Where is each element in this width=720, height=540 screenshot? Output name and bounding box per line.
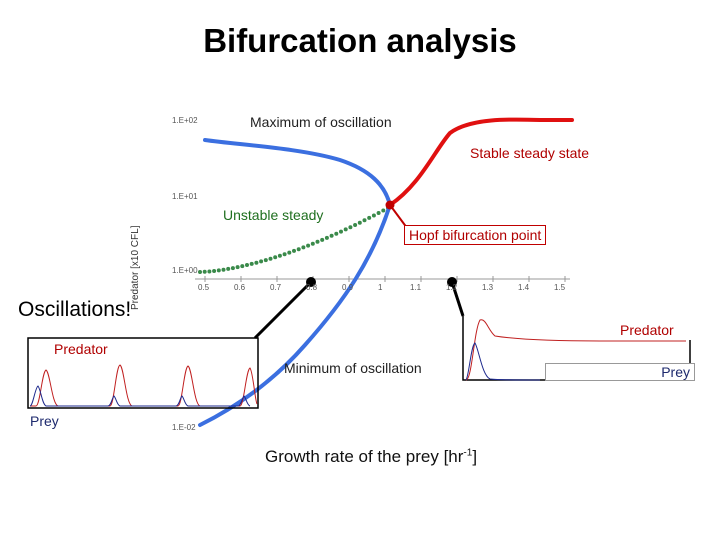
- x-tick-label: 1.3: [482, 283, 494, 292]
- unstable-dot: [221, 267, 226, 272]
- right-predator-label: Predator: [620, 322, 674, 338]
- x-tick-label: 0.6: [234, 283, 246, 292]
- left-prey-trace: [29, 385, 251, 407]
- unstable-dot: [216, 268, 221, 273]
- unstable-dot: [362, 218, 367, 223]
- unstable-dot: [212, 269, 217, 273]
- unstable-dot: [306, 243, 311, 248]
- right-connector: [450, 281, 465, 317]
- x-tick-label: 0.8: [306, 283, 318, 292]
- unstable-steady-label: Unstable steady: [223, 207, 324, 223]
- x-tick-label: 1.2: [446, 283, 458, 292]
- right-prey-trace: [465, 342, 541, 381]
- max-oscillation-label: Maximum of oscillation: [250, 114, 392, 130]
- x-axis-label-end: ]: [472, 447, 478, 466]
- stable-steady-label: Stable steady state: [470, 145, 590, 161]
- x-tick-label: 0.5: [198, 283, 210, 292]
- unstable-dot: [376, 211, 381, 215]
- left-connector: [253, 280, 313, 340]
- unstable-dot: [301, 245, 306, 250]
- unstable-dot: [202, 269, 207, 274]
- unstable-dot: [249, 261, 254, 266]
- y-tick-label: 1.E-02: [172, 423, 196, 432]
- x-axis-label-text: Growth rate of the prey [hr: [265, 447, 464, 466]
- min-oscillation-curve: [198, 203, 392, 427]
- x-axis-label: Growth rate of the prey [hr-1]: [265, 447, 477, 467]
- unstable-dot: [245, 263, 249, 267]
- unstable-dot: [263, 258, 268, 263]
- x-tick-label: 1: [378, 283, 383, 292]
- x-axis-label-sup: -1: [463, 447, 473, 459]
- right-predator-trace: [465, 319, 686, 381]
- unstable-dot: [343, 227, 348, 232]
- unstable-dot: [371, 213, 376, 218]
- x-tick-label: 1.5: [554, 283, 566, 292]
- y-tick-label: 1.E+01: [172, 192, 198, 201]
- unstable-dot: [226, 266, 231, 271]
- unstable-dot: [296, 247, 301, 252]
- unstable-dot: [282, 252, 287, 257]
- hopf-label: Hopf bifurcation point: [404, 225, 547, 245]
- unstable-dot: [198, 270, 202, 274]
- unstable-dot: [324, 235, 329, 240]
- unstable-dot: [254, 260, 259, 265]
- unstable-steady-curve: [198, 206, 390, 274]
- unstable-dot: [329, 233, 334, 238]
- inset-predator-label: Predator: [54, 341, 108, 357]
- oscillations-label: Oscillations!: [18, 298, 132, 321]
- unstable-dot: [235, 265, 240, 270]
- unstable-dot: [353, 223, 358, 227]
- unstable-dot: [240, 264, 245, 269]
- unstable-dot: [259, 259, 264, 264]
- unstable-dot: [277, 253, 282, 258]
- unstable-dot: [268, 256, 273, 261]
- oscillation-inset: [27, 337, 259, 409]
- unstable-dot: [320, 237, 325, 242]
- x-tick-label: 1.1: [410, 283, 422, 292]
- unstable-dot: [207, 269, 212, 274]
- x-tick-label: 0.7: [270, 283, 282, 292]
- max-oscillation-curve: [203, 138, 392, 207]
- y-tick-label: 1.E+02: [172, 116, 198, 125]
- unstable-dot: [381, 208, 386, 213]
- unstable-dot: [310, 241, 315, 246]
- unstable-dot: [334, 231, 339, 236]
- unstable-dot: [273, 255, 278, 260]
- page-title: Bifurcation analysis: [203, 22, 517, 59]
- unstable-dot: [292, 248, 296, 253]
- left-predator-trace: [30, 364, 258, 407]
- x-tick-marks: [204, 276, 566, 282]
- unstable-dot: [339, 229, 343, 234]
- y-axis-label: Predator [x10 CFL]: [130, 225, 141, 310]
- unstable-dot: [230, 266, 235, 271]
- stable-steady-curve: [388, 117, 574, 207]
- x-tick-label: 1.4: [518, 283, 530, 292]
- unstable-dot: [287, 250, 292, 255]
- unstable-dot: [315, 239, 320, 244]
- min-oscillation-label: Minimum of oscillation: [284, 360, 422, 376]
- inset-prey-label: Prey: [30, 413, 59, 429]
- right-prey-label: Prey: [545, 363, 695, 381]
- unstable-dot: [367, 215, 372, 220]
- unstable-dot: [357, 220, 362, 225]
- unstable-dot: [348, 225, 353, 230]
- x-tick-label: 0.9: [342, 283, 354, 292]
- y-tick-label: 1.E+00: [172, 266, 198, 275]
